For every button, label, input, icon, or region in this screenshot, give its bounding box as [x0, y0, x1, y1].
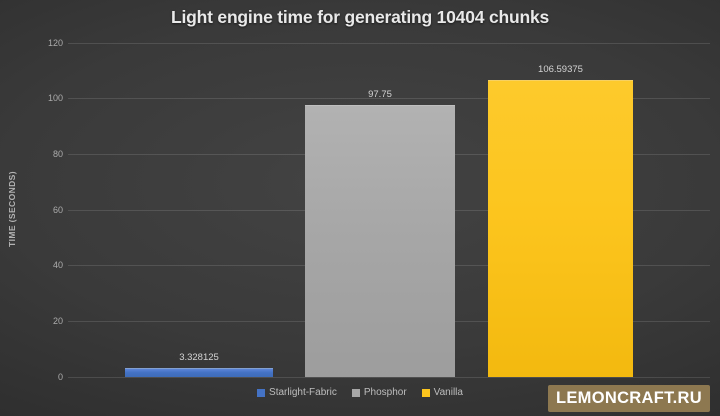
- legend-marker-starlight-fabric-icon: [257, 388, 266, 397]
- legend-label-vanilla: Vanilla: [433, 387, 463, 398]
- gridline-100: [68, 98, 710, 100]
- y-tick-label-40: 40: [52, 260, 63, 271]
- y-tick-label-100: 100: [47, 93, 63, 104]
- watermark-badge: LEMONCRAFT.RU: [548, 385, 710, 412]
- legend-marker-phosphor-icon: [351, 388, 360, 397]
- bar-value-label-phosphor: 97.75: [368, 88, 392, 100]
- bar-value-label-starlight-fabric: 3.328125: [179, 351, 219, 363]
- y-tick-label-80: 80: [52, 148, 63, 159]
- legend-item-starlight-fabric: Starlight-Fabric: [257, 387, 337, 398]
- bar-value-label-vanilla: 106.59375: [538, 64, 583, 76]
- y-axis-title: TIME (SECONDS): [7, 171, 17, 247]
- bar-phosphor: [305, 104, 455, 377]
- bar-vanilla: [488, 80, 633, 377]
- y-tick-label-60: 60: [52, 204, 63, 215]
- plot-area: 3.328125 97.75 106.59375: [68, 42, 710, 378]
- y-tick-label-20: 20: [52, 315, 63, 326]
- gridline-120: [68, 42, 710, 44]
- legend-item-vanilla: Vanilla: [421, 387, 463, 398]
- legend-item-phosphor: Phosphor: [351, 387, 407, 398]
- legend-label-starlight-fabric: Starlight-Fabric: [269, 387, 337, 398]
- chart-title: Light engine time for generating 10404 c…: [170, 7, 550, 27]
- y-tick-label-0: 0: [57, 371, 63, 382]
- legend-marker-vanilla-icon: [421, 388, 430, 397]
- gridline-0: [68, 376, 710, 378]
- watermark-text: LEMONCRAFT.RU: [556, 389, 702, 407]
- y-tick-label-120: 120: [47, 37, 63, 48]
- legend-label-phosphor: Phosphor: [363, 387, 407, 398]
- bar-starlight-fabric: [125, 367, 273, 377]
- chart-legend: Starlight-Fabric Phosphor Vanilla: [0, 387, 720, 398]
